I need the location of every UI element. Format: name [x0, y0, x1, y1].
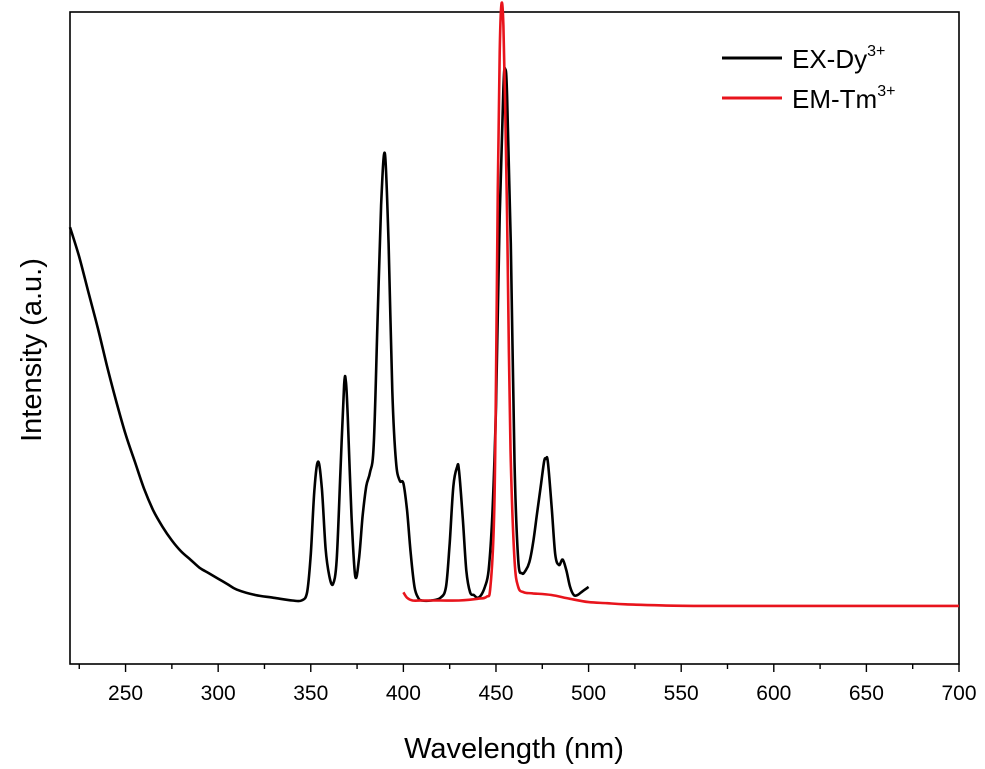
legend-label-em-tm: EM-Tm3+	[792, 83, 895, 114]
legend-label-ex-dy-sup: 3+	[867, 43, 885, 60]
x-tick-label: 450	[478, 682, 513, 705]
x-tick-label: 600	[756, 682, 791, 705]
legend: EX-Dy3+ EM-Tm3+	[722, 43, 895, 114]
y-axis-label: Intensity (a.u.)	[16, 258, 48, 442]
legend-label-ex-dy: EX-Dy3+	[792, 43, 885, 74]
plot-frame	[69, 11, 960, 665]
x-axis-ticks	[78, 664, 960, 672]
series-line-ex-dy	[68, 66, 590, 603]
x-axis-label: Wavelength (nm)	[404, 733, 624, 765]
x-axis-tick-labels: 250 300 350 400 450 500 550 600 650 700	[108, 682, 976, 705]
x-tick-label: 500	[571, 682, 606, 705]
legend-label-em-tm-base: EM-Tm	[792, 84, 877, 114]
x-tick-label: 250	[108, 682, 143, 705]
legend-label-em-tm-sup: 3+	[877, 83, 895, 100]
series-layer	[68, 1, 959, 608]
x-tick-label: 700	[941, 682, 976, 705]
x-tick-label: 300	[201, 682, 236, 705]
series-line-em-tm	[402, 1, 959, 608]
x-tick-label: 400	[386, 682, 421, 705]
x-tick-label: 650	[849, 682, 884, 705]
x-tick-label: 550	[664, 682, 699, 705]
x-tick-label: 350	[293, 682, 328, 705]
legend-label-ex-dy-base: EX-Dy	[792, 44, 867, 74]
